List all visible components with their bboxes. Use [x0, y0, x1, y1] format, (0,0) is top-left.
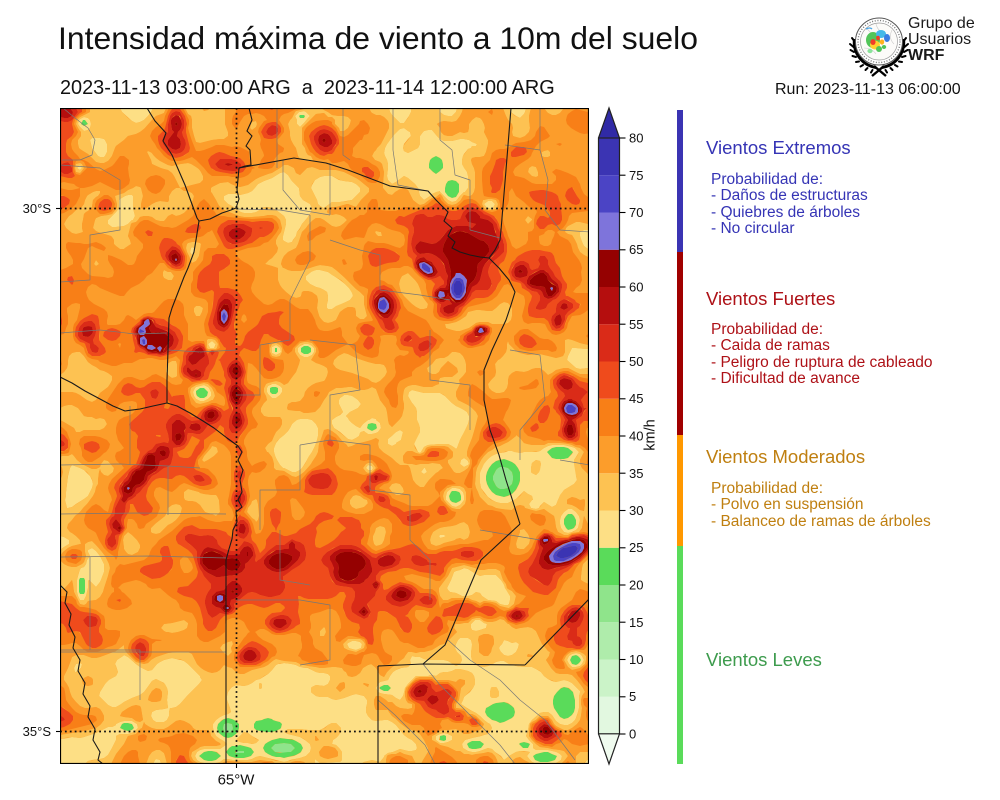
svg-text:80: 80	[629, 131, 643, 146]
svg-text:25: 25	[629, 540, 643, 555]
svg-text:15: 15	[629, 615, 643, 630]
svg-text:60: 60	[629, 280, 643, 295]
svg-text:30°S: 30°S	[23, 201, 52, 216]
svg-text:75: 75	[629, 168, 643, 183]
svg-text:0: 0	[629, 727, 636, 742]
svg-text:65: 65	[629, 242, 643, 257]
svg-text:35: 35	[629, 466, 643, 481]
svg-text:40: 40	[629, 429, 643, 444]
svg-text:5: 5	[629, 689, 636, 704]
svg-text:35°S: 35°S	[23, 724, 52, 739]
svg-text:30: 30	[629, 503, 643, 518]
svg-text:55: 55	[629, 317, 643, 332]
svg-text:45: 45	[629, 391, 643, 406]
svg-text:20: 20	[629, 578, 643, 593]
svg-text:10: 10	[629, 652, 643, 667]
svg-text:50: 50	[629, 354, 643, 369]
svg-text:65°W: 65°W	[218, 772, 256, 789]
svg-text:70: 70	[629, 205, 643, 220]
